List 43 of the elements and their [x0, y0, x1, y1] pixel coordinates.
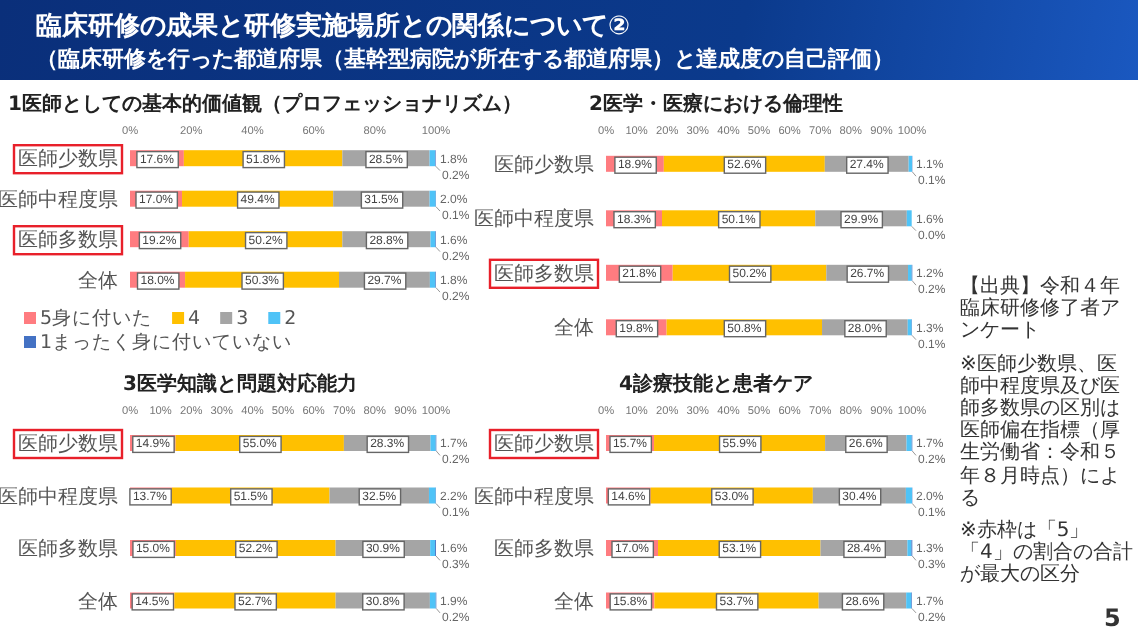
- text: （臨床研修を行った都道府県（基幹型病院が所在する都道府県）と達成度の自己評価）: [36, 44, 894, 74]
- text: ※赤枠は「5」「4」の割合の合計が最大の区分: [960, 519, 1134, 587]
- text: 5: [1104, 604, 1121, 632]
- y-tick-label: 全体: [554, 316, 594, 341]
- y-tick-label: 全体: [78, 589, 118, 614]
- legend-label: 5身に付いた: [40, 306, 153, 330]
- bar: [429, 271, 436, 288]
- bar: [430, 540, 436, 556]
- legend-label: 2: [284, 308, 297, 330]
- legend-label: 1まったく身に付いていない: [40, 330, 293, 354]
- chart-title: 1医師としての基本的価値観（プロフェッショナリズム）: [8, 92, 522, 116]
- text: 臨床研修の成果と研修実施場所との関係について②: [36, 9, 631, 44]
- bar: [430, 231, 436, 248]
- y-tick-label: 医師少数県: [494, 432, 594, 456]
- bar: [429, 592, 436, 609]
- y-tick-label: 医師中程度県: [0, 484, 118, 509]
- legend-label: 3: [236, 308, 249, 330]
- y-tick-label: 医師多数県: [494, 537, 594, 561]
- bar: [906, 210, 912, 227]
- bar: [428, 487, 436, 504]
- chart-title: 4診療技能と患者ケア: [619, 372, 813, 396]
- bar: [429, 150, 436, 167]
- y-tick-label: 医師多数県: [18, 228, 118, 253]
- bar: [905, 487, 912, 504]
- text: 【出典】令和４年臨床研修修了者アンケート: [960, 276, 1122, 344]
- chart-title: 3医学知識と問題対応能力: [123, 372, 357, 396]
- y-tick-label: 医師中程度県: [0, 187, 118, 212]
- y-tick-label: 医師多数県: [494, 261, 594, 286]
- chart-title: 2医学・医療における倫理性: [589, 92, 843, 116]
- legend-label: 4: [188, 308, 201, 330]
- y-tick-label: 医師少数県: [18, 432, 118, 456]
- bar: [906, 592, 912, 609]
- y-tick-label: 全体: [78, 268, 118, 293]
- y-tick-label: 医師少数県: [18, 147, 118, 172]
- y-tick-label: 医師中程度県: [474, 207, 594, 232]
- y-tick-label: 医師中程度県: [474, 484, 594, 509]
- bar: [906, 435, 912, 451]
- y-tick-label: 医師少数県: [494, 152, 594, 177]
- bar: [429, 190, 436, 207]
- y-tick-label: 医師多数県: [18, 537, 118, 561]
- y-tick-label: 全体: [554, 589, 594, 614]
- text: ※医師少数県、医師中程度県及び医師多数県の区別は医師偏在指標（厚生労働省：令和５年８月時点）による: [960, 353, 1122, 510]
- bar: [430, 435, 436, 451]
